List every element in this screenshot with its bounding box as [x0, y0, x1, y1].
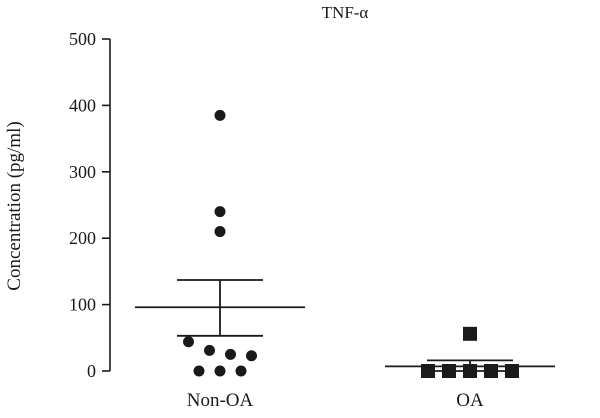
y-tick-label: 500 [69, 29, 96, 49]
data-point [214, 226, 226, 238]
data-point [505, 364, 519, 378]
data-point [193, 365, 205, 377]
group-oa [385, 326, 555, 378]
category-label: Non-OA [187, 390, 254, 411]
category-labels: Non-OA OA [187, 390, 484, 411]
data-point [204, 344, 215, 356]
y-tick-label: 0 [87, 361, 96, 381]
group-non-oa [135, 109, 305, 377]
data-point [214, 109, 226, 121]
y-tick-label: 300 [69, 162, 96, 182]
y-axis-ticks: 0 100 200 300 400 500 [69, 29, 110, 381]
y-tick-label: 200 [69, 228, 96, 248]
data-point [214, 206, 226, 218]
category-label: OA [456, 390, 484, 411]
data-point [183, 336, 194, 348]
data-point [235, 365, 247, 377]
data-point [484, 364, 498, 378]
data-point [246, 350, 257, 362]
chart-title: TNF-α [322, 3, 369, 22]
data-point [463, 326, 477, 341]
data-point [442, 364, 456, 378]
data-groups [135, 109, 555, 378]
data-point [463, 364, 477, 378]
y-tick-label: 100 [69, 295, 96, 315]
y-tick-label: 400 [69, 95, 96, 115]
data-point [225, 348, 236, 360]
y-axis-label: Concentration (pg/ml) [4, 121, 25, 290]
data-point [421, 364, 435, 378]
data-point [214, 365, 226, 377]
